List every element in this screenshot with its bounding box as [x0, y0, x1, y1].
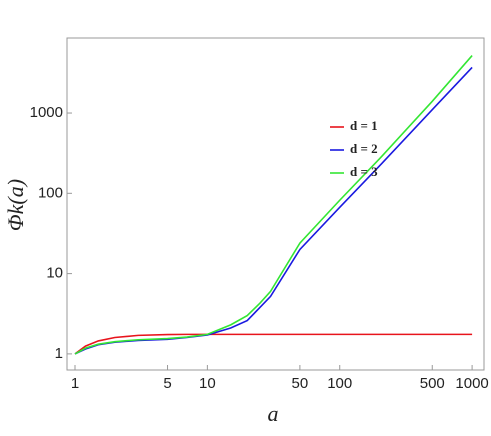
x-tick-label: 500: [420, 375, 445, 392]
y-axis-label: Φk(a): [3, 179, 28, 231]
x-tick-label: 5: [163, 375, 171, 392]
x-axis-label: a: [268, 401, 279, 426]
legend-label: d = 1: [350, 118, 378, 133]
y-tick-label: 1: [55, 345, 63, 362]
line: [74, 55, 473, 355]
line: [74, 333, 473, 355]
x-tick-label: 1000: [455, 375, 488, 392]
y-tick-label: 1000: [30, 104, 63, 121]
line: [74, 66, 473, 355]
y-tick-label: 10: [46, 265, 63, 282]
legend-label: d = 2: [350, 141, 378, 156]
x-tick-label: 50: [292, 375, 309, 392]
x-tick-label: 1: [71, 375, 79, 392]
y-tick-label: 100: [38, 184, 63, 201]
legend-label: d = 3: [350, 164, 378, 179]
plot-frame: [66, 37, 485, 371]
x-tick-label: 100: [327, 375, 352, 392]
x-tick-label: 10: [199, 375, 216, 392]
